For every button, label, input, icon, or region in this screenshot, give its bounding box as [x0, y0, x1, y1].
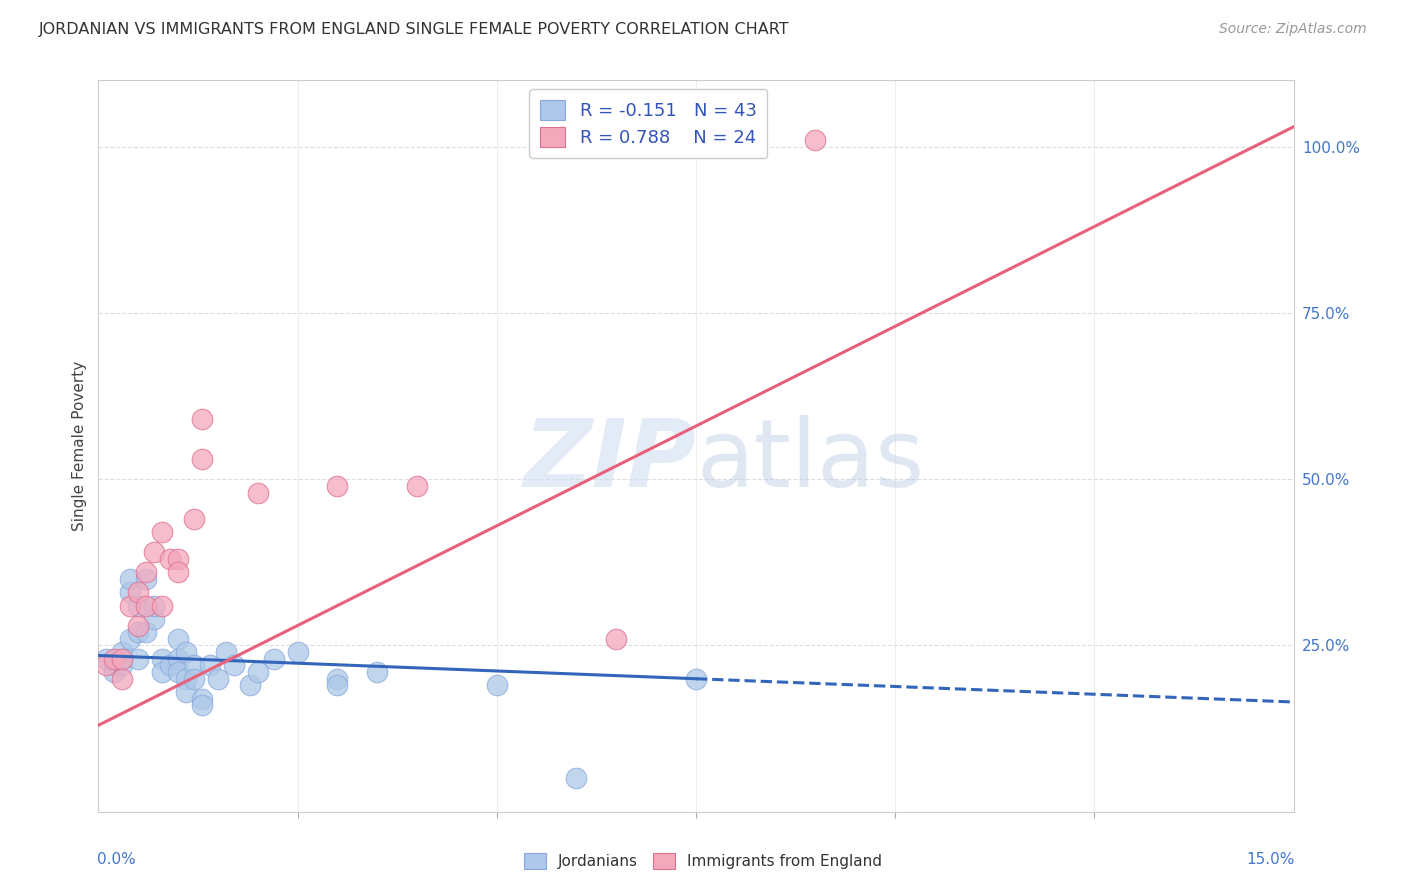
Point: [120, 585, 142, 599]
Point: [159, 658, 181, 673]
Point: [191, 412, 214, 426]
Point: [605, 632, 627, 646]
Point: [150, 652, 173, 666]
Point: [366, 665, 388, 679]
Point: [111, 658, 134, 673]
Point: [191, 698, 214, 713]
Legend: Jordanians, Immigrants from England: Jordanians, Immigrants from England: [519, 847, 887, 875]
Point: [174, 645, 197, 659]
Point: [287, 645, 309, 659]
Point: [198, 658, 221, 673]
Point: [174, 685, 197, 699]
Point: [103, 652, 125, 666]
Point: [135, 566, 157, 580]
Point: [111, 672, 134, 686]
Point: [191, 452, 214, 467]
Text: atlas: atlas: [696, 415, 924, 507]
Point: [183, 658, 205, 673]
Point: [167, 665, 190, 679]
Point: [150, 599, 173, 613]
Point: [804, 133, 827, 147]
Point: [120, 599, 142, 613]
Point: [215, 645, 238, 659]
Text: ZIP: ZIP: [523, 415, 696, 507]
Text: 15.0%: 15.0%: [1246, 852, 1295, 867]
Point: [135, 572, 157, 586]
Point: [167, 632, 190, 646]
Point: [183, 512, 205, 526]
Text: 0.0%: 0.0%: [97, 852, 136, 867]
Point: [120, 632, 142, 646]
Point: [724, 133, 747, 147]
Point: [96, 652, 118, 666]
Point: [246, 665, 269, 679]
Point: [150, 665, 173, 679]
Point: [246, 485, 269, 500]
Point: [127, 599, 149, 613]
Point: [135, 599, 157, 613]
Point: [406, 479, 429, 493]
Point: [159, 552, 181, 566]
Point: [565, 772, 588, 786]
Text: JORDANIAN VS IMMIGRANTS FROM ENGLAND SINGLE FEMALE POVERTY CORRELATION CHART: JORDANIAN VS IMMIGRANTS FROM ENGLAND SIN…: [39, 22, 790, 37]
Point: [143, 612, 166, 626]
Point: [207, 672, 229, 686]
Point: [150, 525, 173, 540]
Point: [167, 552, 190, 566]
Point: [143, 545, 166, 559]
Point: [120, 572, 142, 586]
Point: [103, 665, 125, 679]
Point: [326, 672, 349, 686]
Point: [191, 691, 214, 706]
Point: [127, 618, 149, 632]
Point: [127, 625, 149, 640]
Point: [96, 658, 118, 673]
Point: [135, 625, 157, 640]
Point: [167, 652, 190, 666]
Point: [103, 658, 125, 673]
Point: [111, 652, 134, 666]
Point: [326, 479, 349, 493]
Point: [263, 652, 285, 666]
Point: [174, 672, 197, 686]
Y-axis label: Single Female Poverty: Single Female Poverty: [72, 361, 87, 531]
Point: [111, 652, 134, 666]
Point: [127, 652, 149, 666]
Point: [685, 672, 707, 686]
Legend: R = -0.151   N = 43, R = 0.788    N = 24: R = -0.151 N = 43, R = 0.788 N = 24: [529, 89, 768, 158]
Point: [111, 645, 134, 659]
Text: Source: ZipAtlas.com: Source: ZipAtlas.com: [1219, 22, 1367, 37]
Point: [222, 658, 245, 673]
Point: [167, 566, 190, 580]
Point: [239, 678, 262, 692]
Point: [127, 585, 149, 599]
Point: [326, 678, 349, 692]
Point: [143, 599, 166, 613]
Point: [183, 672, 205, 686]
Point: [485, 678, 508, 692]
